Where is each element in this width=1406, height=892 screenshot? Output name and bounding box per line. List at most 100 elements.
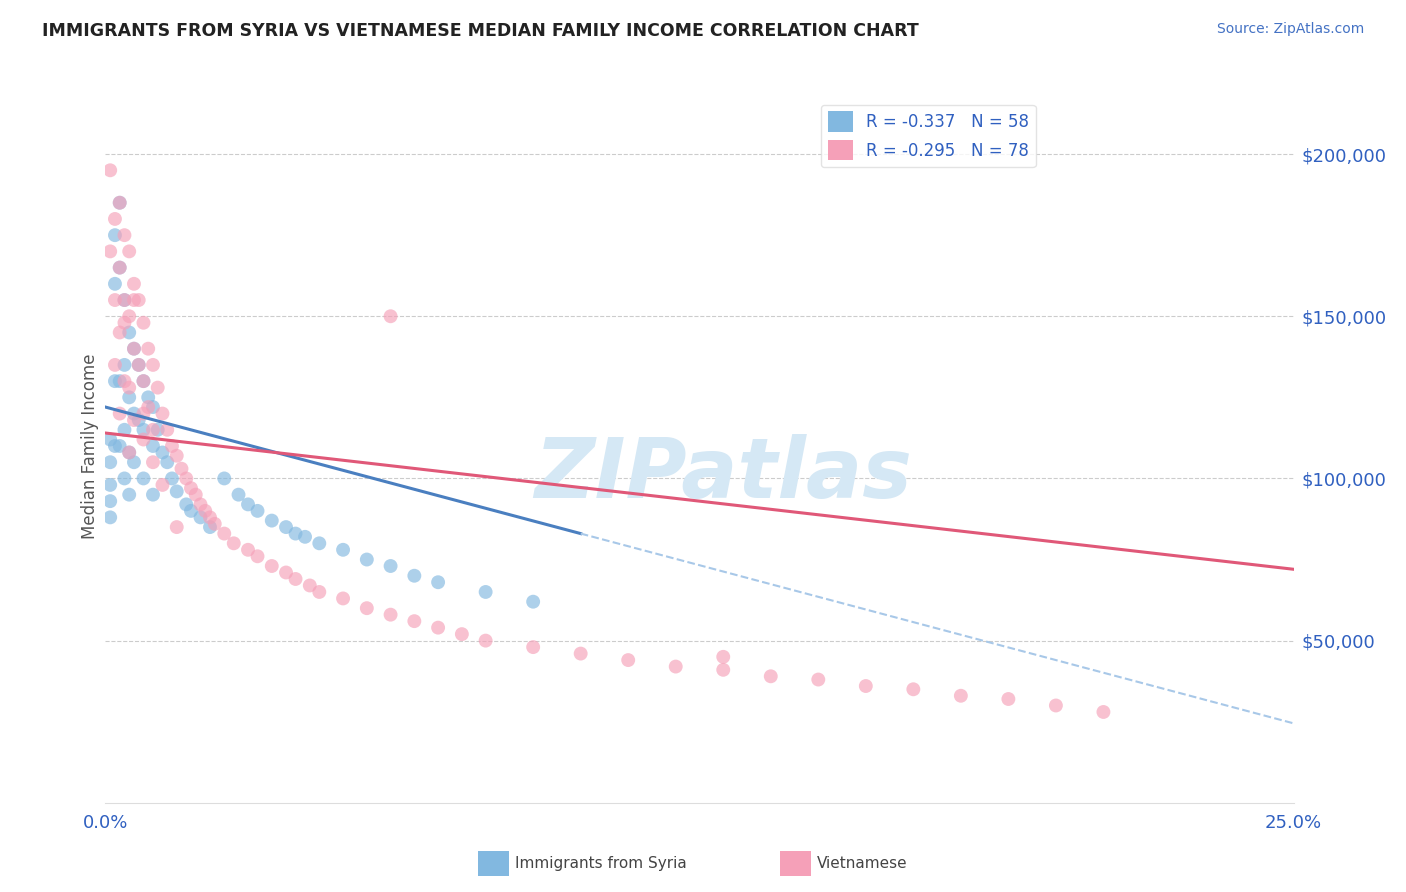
Point [236, 542, 259, 557]
Point [132, 471, 155, 485]
Point [180, 481, 202, 495]
Point [174, 471, 197, 485]
Point [122, 413, 145, 427]
Point [136, 390, 159, 404]
Point [170, 461, 193, 475]
Point [132, 433, 155, 447]
Point [246, 549, 269, 564]
Point [160, 471, 183, 485]
Point [118, 390, 141, 404]
Point [122, 455, 145, 469]
Point [427, 575, 450, 590]
Point [114, 228, 136, 243]
Point [132, 423, 155, 437]
Point [166, 520, 188, 534]
Text: ZIPatlas: ZIPatlas [534, 434, 912, 515]
Point [1092, 705, 1115, 719]
Point [174, 497, 197, 511]
Point [104, 293, 127, 307]
Point [380, 559, 402, 574]
Point [665, 659, 688, 673]
Point [114, 316, 136, 330]
Point [142, 439, 165, 453]
Point [122, 342, 145, 356]
Point [132, 407, 155, 421]
Point [190, 510, 212, 524]
Point [122, 293, 145, 307]
Point [114, 374, 136, 388]
Point [204, 516, 226, 531]
Point [949, 689, 972, 703]
Point [114, 358, 136, 372]
Point [132, 374, 155, 388]
Point [380, 607, 402, 622]
Point [274, 566, 297, 580]
Point [152, 407, 174, 421]
Point [356, 552, 378, 566]
Point [128, 413, 150, 427]
Point [108, 260, 131, 275]
Point [142, 423, 165, 437]
Legend: R = -0.337   N = 58, R = -0.295   N = 78: R = -0.337 N = 58, R = -0.295 N = 78 [821, 104, 1036, 167]
Point [711, 649, 734, 664]
Point [228, 488, 250, 502]
Point [198, 510, 221, 524]
Point [114, 293, 136, 307]
Point [214, 471, 236, 485]
Point [1045, 698, 1067, 713]
Point [404, 614, 426, 628]
Point [122, 407, 145, 421]
Point [142, 358, 165, 372]
Point [522, 640, 544, 654]
Point [380, 310, 402, 324]
Point [474, 633, 496, 648]
Point [284, 572, 307, 586]
Point [404, 568, 426, 582]
Point [104, 228, 127, 243]
Point [108, 260, 131, 275]
Point [617, 653, 640, 667]
Point [522, 595, 544, 609]
Point [128, 358, 150, 372]
Point [98, 510, 121, 524]
Point [118, 381, 141, 395]
Point [997, 692, 1019, 706]
Text: Source: ZipAtlas.com: Source: ZipAtlas.com [1216, 22, 1364, 37]
Point [260, 559, 283, 574]
Point [114, 293, 136, 307]
Point [284, 526, 307, 541]
Point [166, 449, 188, 463]
Point [356, 601, 378, 615]
Point [104, 374, 127, 388]
Point [190, 497, 212, 511]
Point [180, 504, 202, 518]
Point [474, 585, 496, 599]
Point [308, 536, 330, 550]
Point [569, 647, 592, 661]
Point [332, 591, 354, 606]
Point [152, 478, 174, 492]
Point [807, 673, 830, 687]
Point [236, 497, 259, 511]
Point [136, 400, 159, 414]
Point [128, 293, 150, 307]
Point [294, 530, 316, 544]
Point [132, 316, 155, 330]
Point [298, 578, 321, 592]
Point [332, 542, 354, 557]
Point [118, 244, 141, 259]
Point [108, 195, 131, 210]
Point [274, 520, 297, 534]
Point [108, 439, 131, 453]
Point [142, 488, 165, 502]
Point [156, 455, 179, 469]
Point [166, 484, 188, 499]
Point [260, 514, 283, 528]
Point [142, 400, 165, 414]
Point [98, 494, 121, 508]
Point [450, 627, 472, 641]
Point [108, 407, 131, 421]
Point [98, 455, 121, 469]
Point [184, 488, 207, 502]
Point [128, 358, 150, 372]
